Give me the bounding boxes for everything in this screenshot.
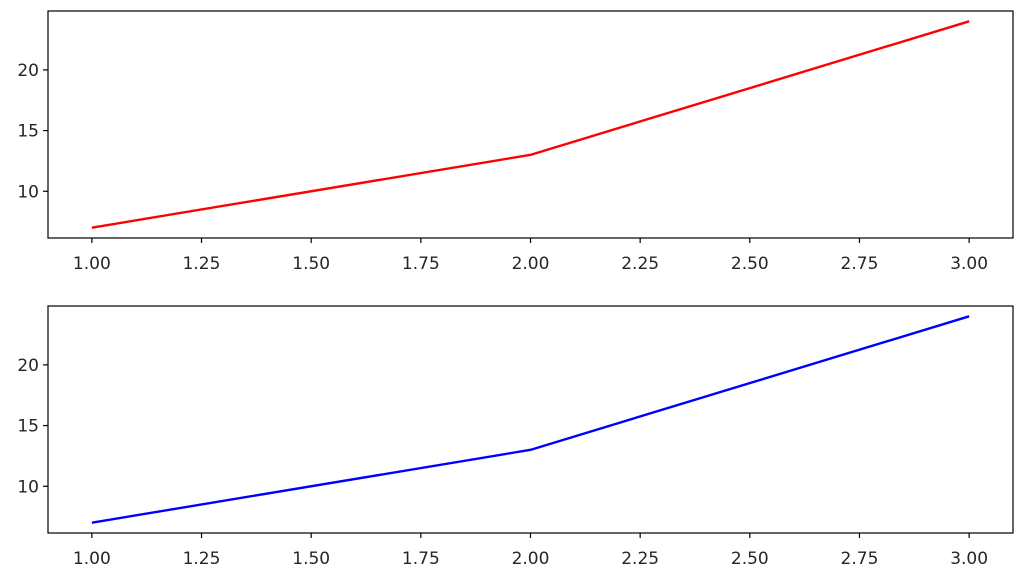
- x-tick-label: 1.00: [73, 254, 111, 274]
- axes-frame: [47, 10, 1014, 239]
- axes-frame: [47, 305, 1014, 534]
- x-tick-label: 1.25: [183, 254, 221, 274]
- y-tick-label: 20: [17, 356, 39, 376]
- y-tick-label: 10: [17, 477, 39, 497]
- x-tick-label: 1.00: [73, 549, 111, 569]
- x-tick-label: 1.25: [183, 549, 221, 569]
- y-tick-label: 10: [17, 182, 39, 202]
- y-tick-label: 15: [17, 417, 39, 437]
- x-tick-label: 2.50: [731, 549, 769, 569]
- x-tick-label: 2.50: [731, 254, 769, 274]
- x-tick-label: 1.50: [292, 549, 330, 569]
- x-tick-label: 2.00: [512, 254, 550, 274]
- x-tick-label: 2.00: [512, 549, 550, 569]
- x-tick-label: 1.75: [402, 549, 440, 569]
- series-line-0: [91, 315, 970, 524]
- y-tick-label: 15: [17, 122, 39, 142]
- x-tick-label: 1.75: [402, 254, 440, 274]
- x-tick-label: 2.75: [841, 549, 879, 569]
- x-tick-label: 2.25: [621, 254, 659, 274]
- series-line-0: [91, 20, 970, 229]
- y-tick-label: 20: [17, 61, 39, 81]
- x-tick-label: 3.00: [950, 254, 988, 274]
- x-tick-label: 2.75: [841, 254, 879, 274]
- bottom-subplot: 1.00 1.25 1.50 1.75 2.00 2.25 2.50 2.75 3.00 10 15…: [17, 305, 1014, 569]
- top-subplot: 1.00 1.25 1.50 1.75 2.00 2.25 2.50 2.75 3.00 10 15…: [17, 10, 1014, 274]
- x-tick-label: 3.00: [950, 549, 988, 569]
- x-tick-label: 1.50: [292, 254, 330, 274]
- x-tick-label: 2.25: [621, 549, 659, 569]
